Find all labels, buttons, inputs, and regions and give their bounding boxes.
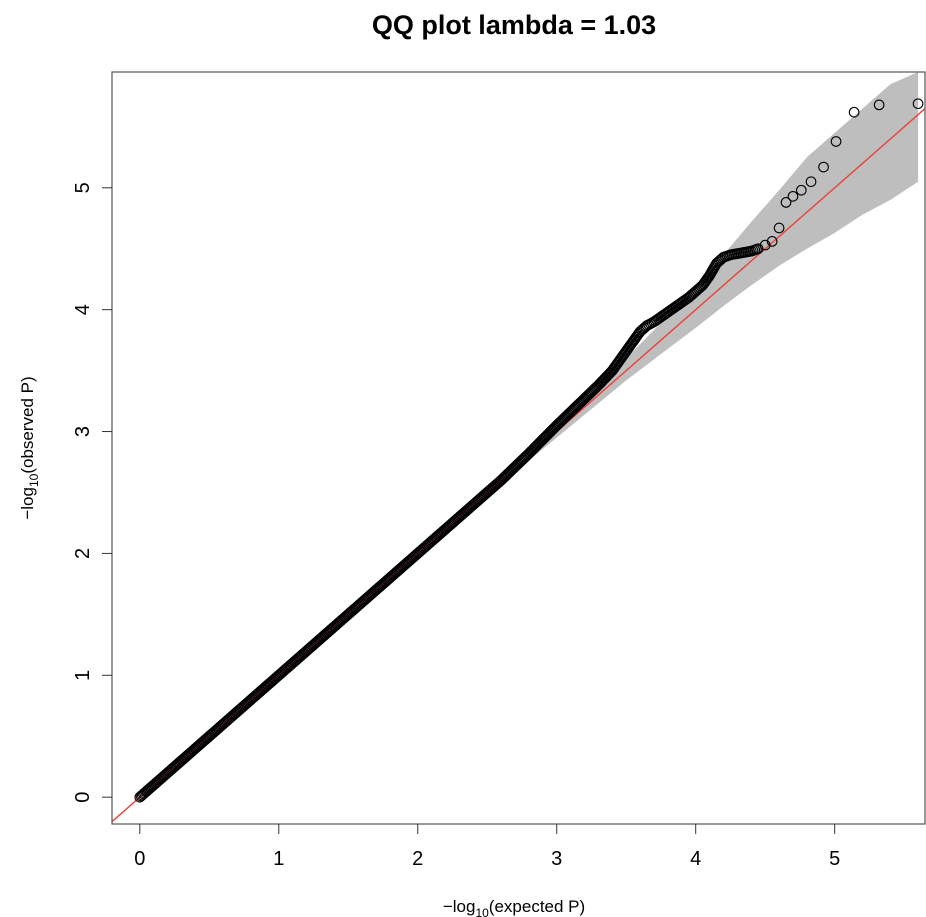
x-axis-title-suffix: (expected P) xyxy=(489,897,585,916)
y-axis: 0 1 2 3 4 5 xyxy=(72,182,112,803)
y-tick-label: 2 xyxy=(72,548,94,559)
data-point xyxy=(830,136,842,147)
x-axis-title-prefix: −log xyxy=(443,897,476,916)
x-tick-label: 4 xyxy=(690,848,701,870)
x-tick-label: 3 xyxy=(551,848,562,870)
y-tick-label: 5 xyxy=(72,182,94,193)
chart-title: QQ plot lambda = 1.03 xyxy=(372,10,656,40)
data-point xyxy=(766,236,778,247)
x-axis: 0 1 2 3 4 5 xyxy=(134,824,840,870)
data-points xyxy=(134,98,924,803)
y-tick-label: 1 xyxy=(72,670,94,681)
x-tick-label: 1 xyxy=(273,848,284,870)
x-tick-label: 5 xyxy=(829,848,840,870)
data-point xyxy=(795,184,807,196)
x-axis-title: −log10(expected P) xyxy=(443,897,585,917)
y-axis-title-prefix: −log xyxy=(18,487,37,520)
y-tick-label: 0 xyxy=(72,792,94,803)
plot-frame xyxy=(111,71,926,825)
x-axis-title-subscript: 10 xyxy=(475,906,489,917)
y-tick-label: 4 xyxy=(72,304,94,315)
data-point xyxy=(873,99,885,111)
data-point xyxy=(759,239,771,251)
data-point xyxy=(780,197,792,208)
y-axis-title: −log10(observed P) xyxy=(18,376,41,519)
data-point xyxy=(912,98,924,110)
x-tick-label: 2 xyxy=(412,848,423,870)
y-axis-title-suffix: (observed P) xyxy=(18,376,37,473)
data-point xyxy=(787,190,799,202)
y-tick-label: 3 xyxy=(72,426,94,437)
data-point xyxy=(805,176,817,188)
data-point xyxy=(818,161,829,173)
x-tick-label: 0 xyxy=(134,848,145,870)
data-point xyxy=(773,222,785,234)
data-point xyxy=(848,106,860,118)
y-axis-title-subscript: 10 xyxy=(27,473,41,487)
data-point xyxy=(752,243,764,255)
